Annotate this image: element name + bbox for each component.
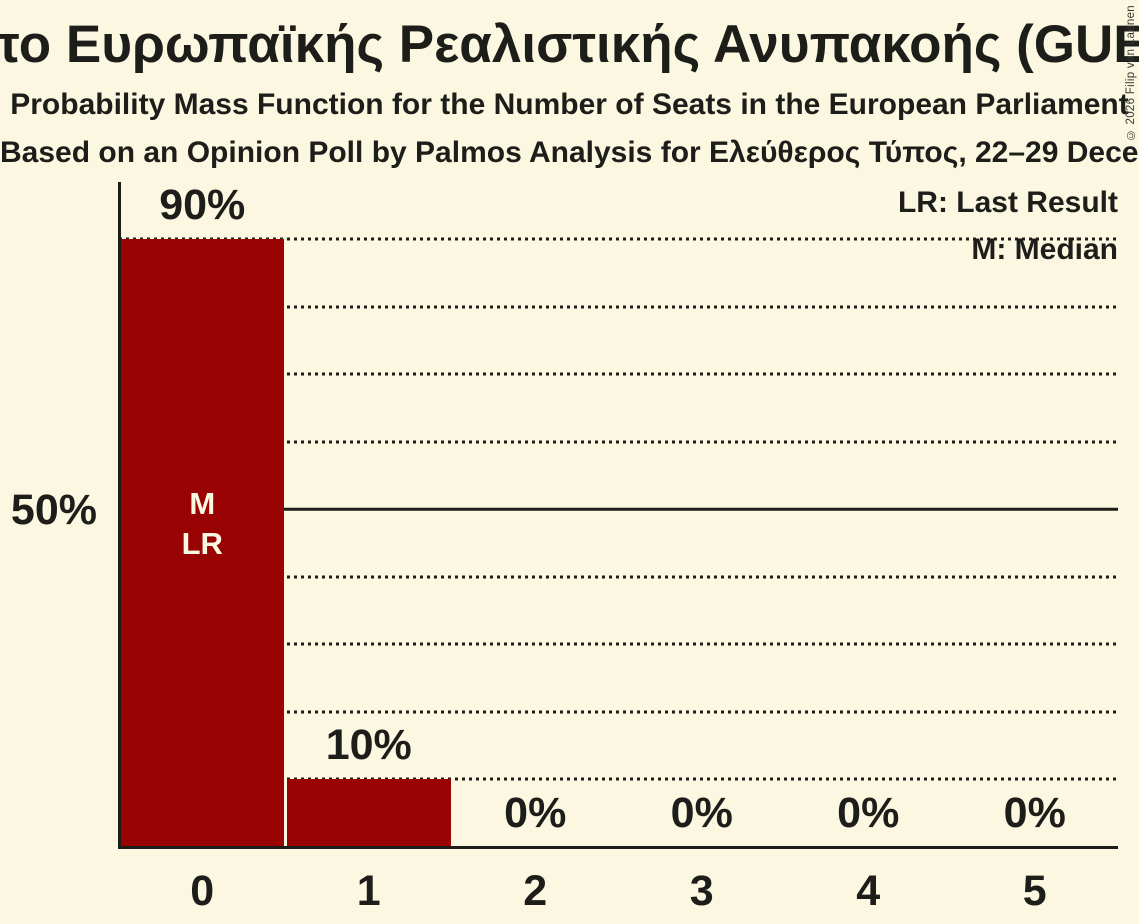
x-axis-label-1: 1 [356,867,381,915]
bar-annotation-line-lr: LR [181,526,223,561]
y-axis-label-50: 50% [10,486,97,534]
chart-source-line: Based on an Opinion Poll by Palmos Analy… [0,136,1139,169]
gridline-70pct [119,372,1118,376]
value-label-5: 0% [1003,789,1066,837]
gridline-80pct [119,305,1118,309]
bar-annotation-median-lr: M LR [119,484,286,564]
gridline-10pct [119,777,1118,781]
value-label-4: 0% [837,789,900,837]
value-label-1: 10% [325,721,412,770]
gridline-40pct [119,575,1118,579]
x-axis-label-2: 2 [523,867,548,915]
bar-annotation-line-m: M [189,486,216,521]
chart-legend: LR: Last Result M: Median [898,179,1118,273]
y-axis-line [117,182,121,849]
legend-median: M: Median [971,233,1118,266]
x-axis-label-5: 5 [1022,867,1047,915]
gridline-20pct [119,710,1118,714]
gridline-60pct [119,440,1118,444]
gridline-90pct [119,237,1118,241]
value-label-3: 0% [670,789,733,837]
bar-0 [120,238,284,847]
gridline-30pct [119,642,1118,646]
x-axis-line [117,845,1118,849]
chart-subtitle: Probability Mass Function for the Number… [10,88,1129,121]
legend-last-result: LR: Last Result [897,186,1118,219]
bar-1 [287,779,451,847]
chart-title: Μέτωπο Ευρωπαϊκής Ρεαλιστικής Ανυπακοής … [0,15,1139,74]
gridline-50pct-solid [119,507,1118,511]
x-axis-label-4: 4 [856,867,881,915]
x-axis-label-3: 3 [689,867,714,915]
value-label-0: 90% [159,180,246,229]
value-label-2: 0% [504,789,567,837]
x-axis-label-0: 0 [190,867,215,915]
